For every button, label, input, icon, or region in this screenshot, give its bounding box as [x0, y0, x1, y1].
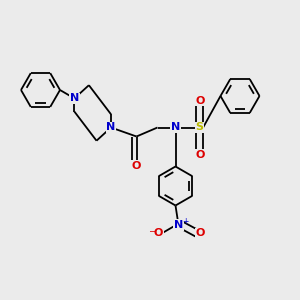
- Text: −: −: [148, 226, 156, 235]
- Text: N: N: [174, 220, 183, 230]
- Text: S: S: [196, 122, 203, 133]
- Text: O: O: [195, 228, 205, 239]
- Text: N: N: [171, 122, 180, 133]
- Text: N: N: [106, 122, 116, 133]
- Text: +: +: [182, 217, 188, 226]
- Text: O: O: [195, 149, 205, 160]
- Text: O: O: [195, 95, 205, 106]
- Text: N: N: [70, 93, 79, 103]
- Text: O: O: [132, 160, 141, 171]
- Text: O: O: [153, 228, 163, 239]
